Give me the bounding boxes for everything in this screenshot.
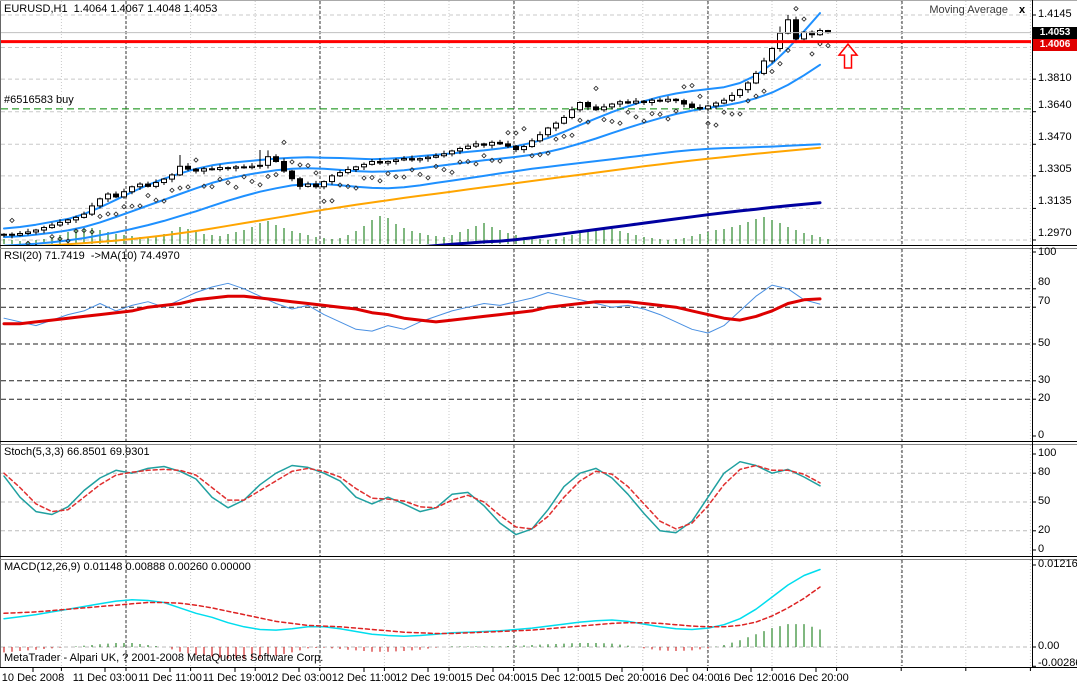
time-label[interactable]: 15 Dec 20:00	[589, 672, 655, 684]
rsi-label: 20	[1038, 392, 1051, 404]
chart-title: EURUSD,H1 1.4064 1.4067 1.4048 1.4053	[4, 3, 218, 15]
price-label: 1.3640	[1038, 99, 1072, 111]
rsi-label: 50	[1038, 337, 1051, 349]
macd-label: -0.00286	[1038, 657, 1077, 669]
time-label[interactable]: 16 Dec 20:00	[783, 672, 849, 684]
time-label[interactable]: 15 Dec 12:00	[525, 672, 591, 684]
macd-label: 0.00	[1038, 640, 1060, 652]
time-label[interactable]: 16 Dec 12:00	[718, 672, 784, 684]
time-label[interactable]: 11 Dec 19:00	[202, 672, 268, 684]
stoch-label: 80	[1038, 466, 1051, 478]
stoch-label: 100	[1038, 447, 1057, 459]
time-label[interactable]: 12 Dec 03:00	[266, 672, 332, 684]
rsi-label: 70	[1038, 295, 1051, 307]
alert-price-badge: 1.4006	[1033, 39, 1077, 51]
price-label: 1.3135	[1038, 195, 1072, 207]
time-label[interactable]: 12 Dec 11:00	[331, 672, 397, 684]
price-label: 1.2970	[1038, 227, 1072, 239]
stoch-label: 0	[1038, 543, 1045, 555]
macd-title: MACD(12,26,9) 0.01148 0.00888 0.00260 0.…	[4, 561, 251, 573]
stoch-label: 50	[1038, 495, 1051, 507]
stoch-label: 20	[1038, 524, 1051, 536]
macd-label: 0.01216	[1038, 558, 1077, 570]
price-label: 1.4145	[1038, 8, 1072, 20]
time-label[interactable]: 15 Dec 04:00	[460, 672, 526, 684]
rsi-label: 0	[1038, 429, 1045, 441]
stoch-title: Stoch(5,3,3) 66.8501 69.9301	[4, 446, 150, 458]
indicator-close-icon[interactable]: x	[1019, 4, 1026, 16]
time-label[interactable]: 11 Dec 03:00	[72, 672, 138, 684]
rsi-label: 100	[1038, 246, 1057, 258]
time-label[interactable]: 12 Dec 19:00	[395, 672, 461, 684]
price-label: 1.3810	[1038, 72, 1072, 84]
price-label: 1.3470	[1038, 131, 1072, 143]
time-label[interactable]: 11 Dec 11:00	[138, 672, 202, 684]
order-line-label: #6516583 buy	[4, 94, 74, 106]
rsi-title: RSI(20) 71.7419 ->MA(10) 74.4970	[4, 250, 180, 262]
time-label[interactable]: 10 Dec 2008	[1, 672, 65, 684]
bid-price-badge: 1.4053	[1033, 27, 1077, 39]
indicator-caption: Moving Average	[929, 4, 1008, 16]
rsi-label: 30	[1038, 374, 1051, 386]
time-label[interactable]: 16 Dec 04:00	[654, 672, 720, 684]
rsi-label: 80	[1038, 276, 1051, 288]
price-label: 1.3305	[1038, 163, 1072, 175]
status-bar-text: MetaTrader - Alpari UK, ? 2001-2008 Meta…	[4, 652, 324, 664]
